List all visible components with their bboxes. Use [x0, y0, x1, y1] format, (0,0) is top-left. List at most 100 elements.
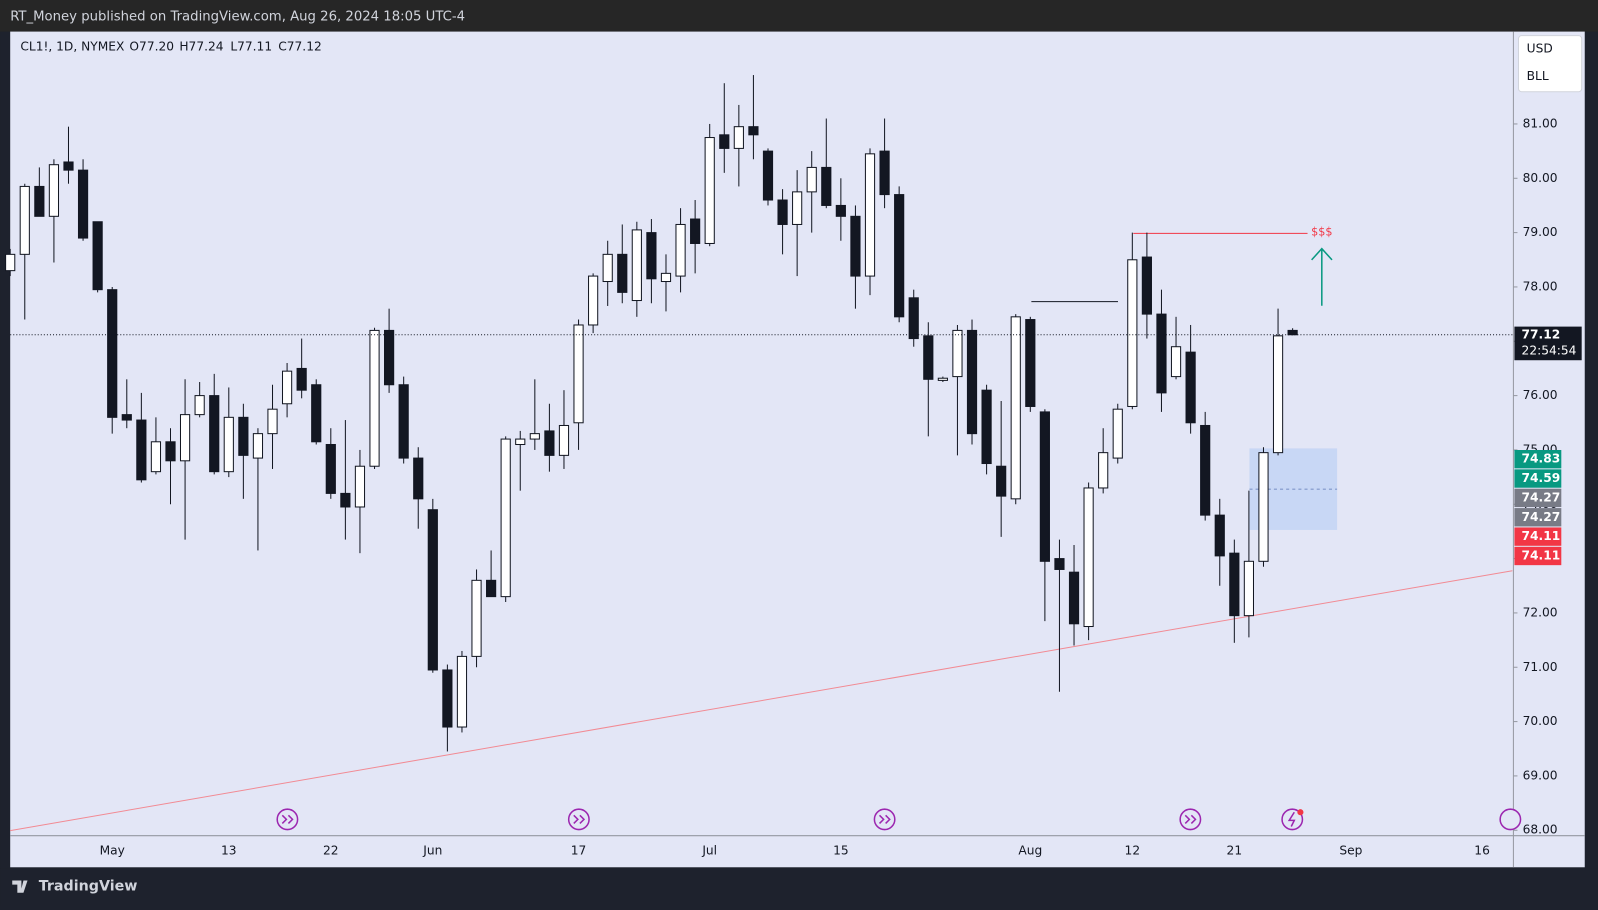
y-tick-label: 68.00 [1523, 823, 1558, 837]
candle-body [850, 215, 861, 277]
candle-body [1112, 408, 1123, 459]
last-price-tag [1514, 326, 1582, 361]
candle-body [1039, 411, 1050, 562]
candle-body [1083, 487, 1094, 628]
price-tag [1514, 527, 1562, 546]
candle-body [77, 169, 89, 239]
brand: TradingView [39, 879, 138, 895]
top-bar [0, 0, 1598, 32]
x-tick-label: 12 [1125, 843, 1141, 857]
candle-body [1025, 319, 1036, 407]
candle-body [456, 655, 468, 728]
price-tag-label: 74.27 [1522, 490, 1561, 504]
candle-body [981, 389, 992, 465]
unit-label: BLL [1527, 69, 1549, 83]
candle-body [719, 134, 730, 149]
candle-body [354, 465, 366, 508]
candle-body [558, 424, 570, 456]
x-tick-label: 17 [571, 843, 587, 857]
x-tick-label: Jun [422, 843, 442, 857]
candle-body [806, 166, 817, 193]
candle-body [617, 253, 628, 293]
candle-body [311, 384, 322, 443]
candle-body [398, 384, 409, 459]
candle-body [923, 335, 934, 380]
candle-body [908, 297, 919, 340]
candle-body [48, 164, 60, 217]
candle-body [966, 329, 978, 435]
candle-body [179, 414, 191, 462]
candle-body [588, 275, 599, 326]
candle-body [1200, 424, 1211, 516]
candle-body [529, 433, 540, 440]
x-tick-label: Aug [1018, 843, 1042, 857]
candles [5, 75, 1298, 752]
candle-body [369, 329, 380, 467]
candle-body [413, 457, 424, 500]
candle-body [690, 218, 701, 244]
event-icons[interactable] [276, 808, 1522, 831]
candle-body [1098, 452, 1109, 489]
candle-body [864, 153, 876, 277]
candle-body [660, 272, 672, 283]
candle-body [675, 223, 686, 277]
time-axis: May 13 22 Jun 17 Jul 15 Aug 12 21 Sep 16 [100, 843, 1490, 857]
candle-body [384, 329, 395, 386]
candle-body [267, 408, 278, 435]
y-tick-label: 80.00 [1523, 171, 1558, 185]
candle-body [223, 416, 234, 473]
candle-body [165, 441, 176, 462]
candle-body [1272, 335, 1284, 454]
candle-body [340, 492, 351, 508]
y-tick-label: 76.00 [1523, 388, 1558, 402]
y-tick-label: 70.00 [1523, 714, 1558, 728]
candle-body [5, 253, 16, 272]
event-dot [1297, 809, 1304, 816]
brand-logo [12, 880, 28, 893]
candle-body [1054, 558, 1065, 570]
candle-body [821, 166, 832, 206]
candle-body [1185, 351, 1196, 424]
x-tick-label: May [100, 843, 125, 857]
candle-body [631, 229, 642, 302]
arrow-head [1311, 247, 1333, 261]
candle-body [1156, 313, 1167, 394]
candle-body [704, 137, 715, 244]
candle-body [1170, 346, 1182, 378]
candle-body [136, 419, 147, 481]
x-tick-label: 13 [221, 843, 237, 857]
candle-body [792, 191, 803, 225]
candle-body [937, 377, 948, 381]
candle-body [602, 253, 613, 283]
candle-body [238, 416, 249, 456]
candle-body [996, 465, 1007, 497]
x-tick-label: Jul [701, 843, 717, 857]
y-tick-label: 81.00 [1523, 116, 1558, 130]
candle-body [209, 395, 220, 473]
x-tick-label: 16 [1474, 843, 1490, 857]
price-tag [1514, 546, 1562, 566]
candle-body [646, 232, 657, 280]
candle-body [500, 438, 511, 598]
currency-box[interactable] [1517, 35, 1583, 93]
x-tick-label: 22 [323, 843, 339, 857]
price-tag [1514, 449, 1562, 469]
candle-body [748, 126, 759, 136]
candle-body [34, 185, 45, 217]
candle-body [1141, 256, 1152, 315]
candle-body [733, 126, 744, 149]
price-tag-label: 74.11 [1522, 548, 1561, 562]
candle-body [296, 367, 307, 391]
candle-body [762, 150, 774, 201]
candle-body [325, 443, 336, 494]
candle-body [544, 430, 555, 456]
candle-body [107, 289, 118, 418]
published-line: RT_Money published on TradingView.com, A… [10, 9, 465, 24]
candle-body [471, 579, 482, 657]
candle-body [442, 669, 453, 728]
x-tick-label: 21 [1227, 843, 1243, 857]
candle-body [894, 194, 905, 318]
x-tick-label: Sep [1339, 843, 1362, 857]
